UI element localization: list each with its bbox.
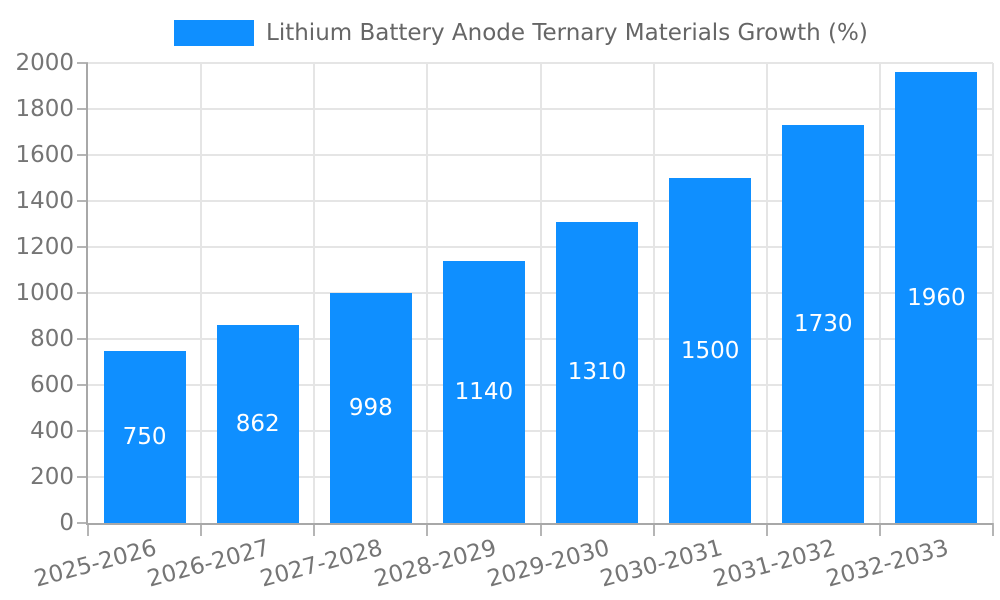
bar-value-label: 1500 — [680, 337, 740, 364]
bar-2025-2026[interactable] — [103, 350, 186, 523]
x-axis-tick — [313, 523, 316, 536]
y-axis-tick — [77, 108, 88, 110]
y-axis-tick-label: 1000 — [15, 280, 74, 306]
x-axis-tick-label: 2030-2031 — [597, 534, 726, 593]
x-axis-tick — [992, 523, 994, 536]
x-axis-tick — [87, 523, 89, 536]
x-gridline — [878, 63, 881, 523]
x-gridline — [539, 63, 542, 523]
y-axis-tick-label: 0 — [59, 510, 74, 536]
x-axis-tick-label: 2032-2033 — [823, 534, 952, 593]
y-axis-tick — [77, 522, 88, 524]
x-axis-tick — [200, 523, 203, 536]
bar-2032-2033[interactable] — [895, 72, 978, 523]
x-axis-tick — [426, 523, 429, 536]
x-gridline — [992, 63, 994, 523]
x-axis-tick — [652, 523, 655, 536]
y-axis-tick-label: 1200 — [15, 234, 74, 260]
x-gridline — [313, 63, 316, 523]
y-axis-tick-label: 600 — [30, 372, 74, 398]
y-axis-line — [86, 63, 88, 525]
y-axis-tick-label: 400 — [30, 418, 74, 444]
x-axis-tick — [878, 523, 881, 536]
bar-2026-2027[interactable] — [216, 324, 299, 523]
y-axis-tick — [77, 246, 88, 248]
y-axis-tick — [77, 154, 88, 156]
x-axis-tick-label: 2029-2030 — [484, 534, 613, 593]
y-axis-tick-label: 1600 — [15, 142, 74, 168]
y-axis-tick — [77, 292, 88, 294]
legend-swatch-icon — [174, 20, 254, 46]
chart-legend[interactable]: Lithium Battery Anode Ternary Materials … — [174, 20, 868, 46]
x-axis-tick-label: 2026-2027 — [144, 534, 273, 593]
y-axis-tick — [77, 200, 88, 202]
x-axis-tick — [765, 523, 768, 536]
x-axis-tick-label: 2031-2032 — [710, 534, 839, 593]
x-axis-tick-label: 2028-2029 — [371, 534, 499, 593]
y-axis-tick — [77, 476, 88, 478]
bar-2028-2029[interactable] — [442, 260, 525, 523]
x-axis-line — [88, 523, 993, 525]
bar-value-label: 1310 — [567, 359, 627, 386]
y-axis-tick-label: 1400 — [15, 188, 74, 214]
bar-value-label: 998 — [348, 395, 393, 422]
y-axis-tick — [77, 384, 88, 386]
y-axis-tick-label: 1800 — [15, 96, 74, 122]
bar-value-label: 862 — [235, 410, 280, 437]
x-gridline — [765, 63, 768, 523]
x-gridline — [426, 63, 429, 523]
y-axis-tick-label: 200 — [30, 464, 74, 490]
y-axis-tick — [77, 338, 88, 340]
bar-2029-2030[interactable] — [556, 221, 639, 523]
x-gridline — [652, 63, 655, 523]
bar-value-label: 1140 — [454, 378, 514, 405]
y-axis-tick-label: 2000 — [15, 50, 74, 76]
y-axis-tick — [77, 430, 88, 432]
bar-2030-2031[interactable] — [669, 178, 752, 523]
y-axis-tick-label: 800 — [30, 326, 74, 352]
legend-label: Lithium Battery Anode Ternary Materials … — [266, 20, 868, 46]
x-axis-tick-label: 2025-2026 — [31, 534, 160, 593]
bar-2031-2032[interactable] — [782, 125, 865, 523]
y-axis-tick — [77, 62, 88, 64]
x-gridline — [200, 63, 203, 523]
bar-2027-2028[interactable] — [329, 293, 412, 523]
x-axis-tick — [539, 523, 542, 536]
bar-value-label: 750 — [122, 423, 167, 450]
x-axis-tick-label: 2027-2028 — [257, 534, 386, 593]
bar-value-label: 1730 — [794, 311, 853, 338]
bar-value-label: 1960 — [907, 284, 966, 311]
